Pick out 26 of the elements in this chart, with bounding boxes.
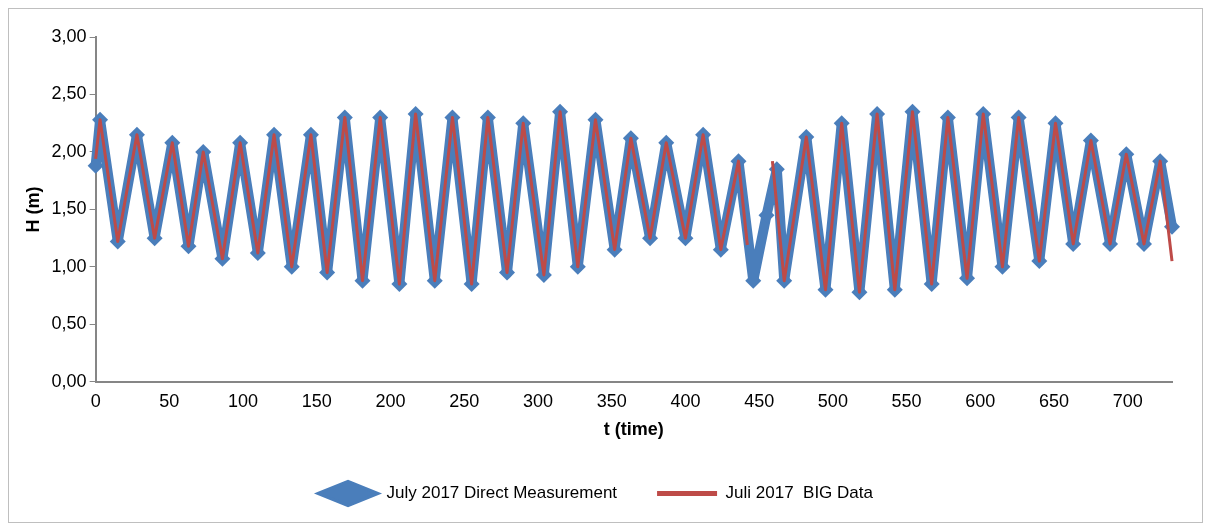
x-tick-label: 600	[965, 390, 996, 411]
y-tick-label: 1,00	[51, 255, 87, 276]
legend-label: July 2017 Direct Measurement	[386, 483, 618, 503]
y-tick-label: 0,50	[51, 313, 87, 334]
x-tick-label: 300	[522, 390, 553, 411]
x-tick-label: 650	[1039, 390, 1070, 411]
x-tick-label: 50	[159, 390, 180, 411]
y-tick-label: 2,00	[51, 140, 87, 161]
x-tick-label: 500	[817, 390, 848, 411]
x-axis-title: t (time)	[603, 419, 664, 440]
y-tick-label: 1,50	[51, 198, 87, 219]
y-tick-label: 0,00	[51, 370, 87, 391]
y-tick-label: 3,00	[51, 25, 87, 46]
x-tick-label: 150	[301, 390, 332, 411]
y-axis-title: H (m)	[22, 186, 43, 233]
x-tick-label: 550	[891, 390, 922, 411]
y-tick-label: 2,50	[51, 83, 87, 104]
x-tick-label: 0	[90, 390, 101, 411]
legend-label: Juli 2017 BIG Data	[725, 483, 874, 503]
x-tick-label: 700	[1112, 390, 1143, 411]
x-tick-label: 350	[596, 390, 627, 411]
x-tick-label: 100	[228, 390, 259, 411]
x-tick-label: 200	[375, 390, 406, 411]
x-tick-label: 450	[744, 390, 775, 411]
x-tick-label: 250	[449, 390, 480, 411]
x-tick-label: 400	[670, 390, 701, 411]
